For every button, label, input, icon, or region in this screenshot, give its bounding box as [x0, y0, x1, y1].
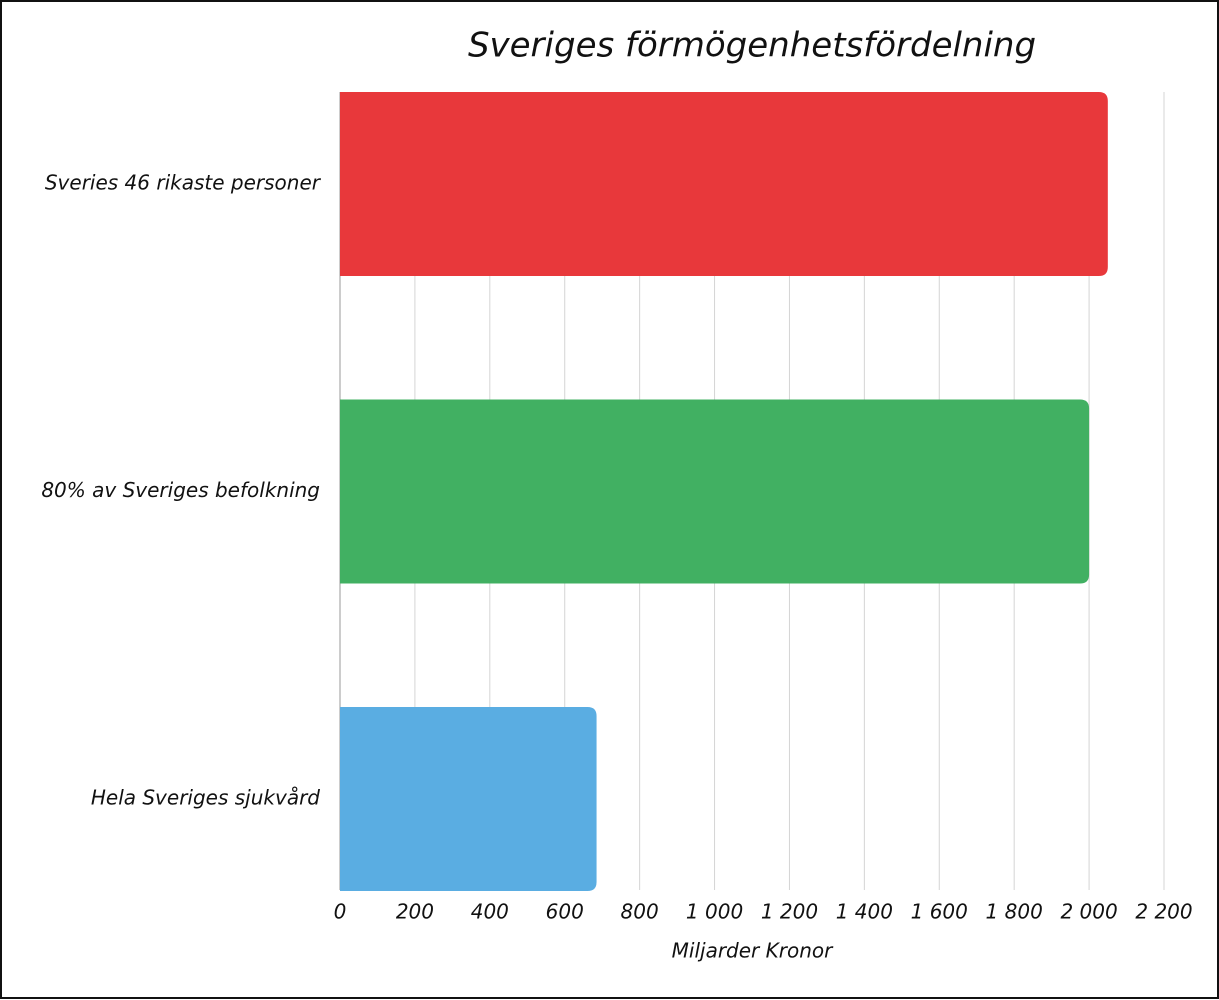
x-tick-label: 1 600: [911, 900, 968, 924]
x-tick-label: 1 800: [986, 900, 1043, 924]
y-tick-label: Sveries 46 rikaste personer: [45, 171, 322, 195]
x-tick-label: 2 000: [1060, 900, 1117, 924]
x-tick-label: 0: [334, 900, 347, 924]
chart-title: Sveriges förmögenhetsfördelning: [468, 26, 1036, 66]
y-tick-label: Hela Sveriges sjukvård: [91, 786, 320, 810]
x-tick-label: 400: [471, 900, 509, 924]
x-tick-label: 1 000: [686, 900, 743, 924]
bar: [340, 707, 597, 891]
x-tick-label: 1 200: [761, 900, 818, 924]
x-tick-label: 200: [396, 900, 434, 924]
x-tick-label: 800: [621, 900, 659, 924]
x-tick-label: 2 200: [1135, 900, 1192, 924]
x-tick-label: 600: [546, 900, 584, 924]
x-tick-label: 1 400: [836, 900, 893, 924]
bar: [340, 399, 1090, 584]
x-axis-title: Miljarder Kronor: [672, 939, 834, 963]
bar: [340, 92, 1108, 276]
y-tick-label: 80% av Sveriges befolkning: [41, 478, 320, 502]
